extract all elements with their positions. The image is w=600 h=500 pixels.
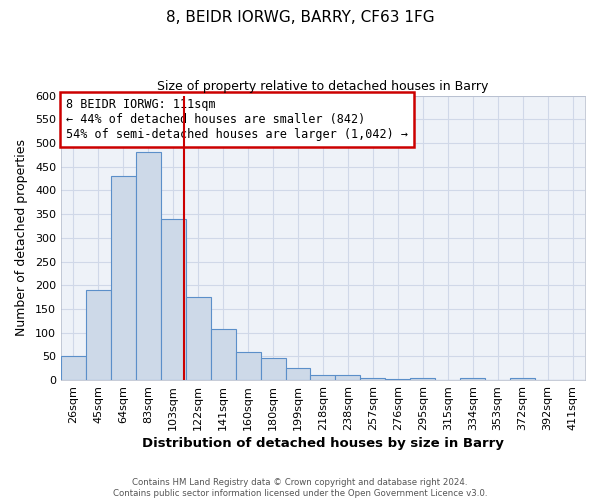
Bar bbox=[161, 219, 186, 380]
Bar bbox=[136, 152, 161, 380]
Bar bbox=[211, 329, 236, 380]
Bar bbox=[460, 378, 485, 380]
Title: Size of property relative to detached houses in Barry: Size of property relative to detached ho… bbox=[157, 80, 488, 93]
Bar bbox=[361, 378, 385, 380]
Text: 8, BEIDR IORWG, BARRY, CF63 1FG: 8, BEIDR IORWG, BARRY, CF63 1FG bbox=[166, 10, 434, 25]
Bar bbox=[86, 290, 111, 380]
Bar bbox=[310, 376, 335, 380]
Bar bbox=[510, 378, 535, 380]
Bar bbox=[186, 297, 211, 380]
Text: Contains HM Land Registry data © Crown copyright and database right 2024.
Contai: Contains HM Land Registry data © Crown c… bbox=[113, 478, 487, 498]
Bar bbox=[410, 378, 435, 380]
Bar bbox=[260, 358, 286, 380]
Bar bbox=[385, 379, 410, 380]
Bar bbox=[61, 356, 86, 380]
Bar bbox=[286, 368, 310, 380]
Bar bbox=[335, 374, 361, 380]
Text: 8 BEIDR IORWG: 111sqm
← 44% of detached houses are smaller (842)
54% of semi-det: 8 BEIDR IORWG: 111sqm ← 44% of detached … bbox=[66, 98, 408, 142]
Y-axis label: Number of detached properties: Number of detached properties bbox=[15, 140, 28, 336]
Bar bbox=[111, 176, 136, 380]
X-axis label: Distribution of detached houses by size in Barry: Distribution of detached houses by size … bbox=[142, 437, 504, 450]
Bar bbox=[236, 352, 260, 380]
